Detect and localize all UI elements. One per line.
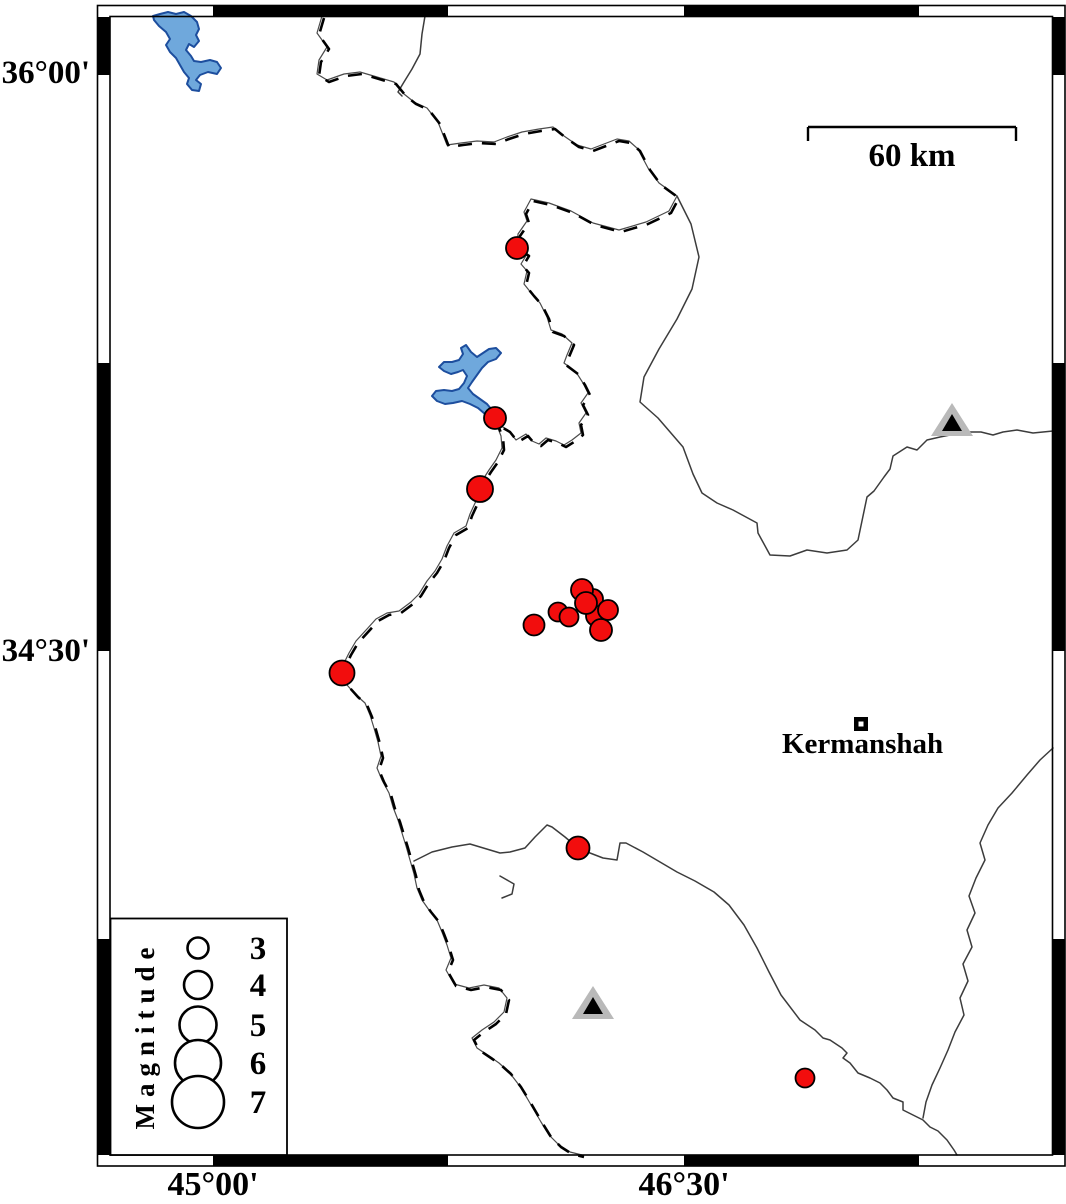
earthquake-marker — [558, 606, 580, 628]
frame-inner — [109, 15, 1054, 1156]
earthquake-marker — [483, 406, 507, 430]
scale-bar — [806, 125, 1018, 141]
legend-symbols: 34 567 — [170, 931, 267, 1130]
frame-segment — [1053, 17, 1065, 75]
earthquake-marker — [794, 1067, 816, 1089]
lon-label-45-00: 45°00' — [167, 1166, 259, 1203]
city-label: Kermanshah — [782, 728, 944, 760]
earthquake-epicenters — [328, 236, 816, 1089]
earthquake-marker — [565, 835, 591, 861]
legend-circle-mag-4 — [182, 969, 214, 1001]
legend-circle-mag-7 — [170, 1074, 226, 1130]
legend-magnitude-label: 6 — [250, 1046, 267, 1082]
earthquake-marker — [597, 599, 619, 621]
legend-circle-mag-3 — [186, 936, 210, 960]
map-frame — [96, 4, 1066, 1167]
river-south-hook — [499, 875, 515, 899]
scale-bar-line — [806, 125, 1018, 141]
river-southeast — [922, 747, 1054, 1119]
river-south — [413, 824, 958, 1156]
legend-magnitude-label: 3 — [250, 931, 267, 967]
magnitude-legend: 34 567 — [109, 917, 288, 1156]
border-line-solid — [316, 15, 678, 1156]
lat-label-34-30: 34°30' — [1, 633, 90, 669]
legend-magnitude-label: 5 — [250, 1008, 267, 1044]
city-marker — [854, 717, 868, 731]
earthquake-marker — [505, 236, 529, 260]
seismic-stations — [572, 403, 973, 1019]
lake-northwest — [152, 11, 222, 92]
frame-outer — [96, 4, 1066, 1167]
frame-segment — [98, 363, 110, 651]
earthquake-marker — [328, 659, 356, 687]
frame-segment — [684, 1155, 919, 1166]
earthquake-marker — [589, 618, 613, 642]
frame-segment — [213, 1155, 448, 1166]
city-square-inner — [858, 721, 864, 727]
earthquake-marker — [574, 591, 598, 615]
river-top — [397, 15, 426, 97]
earthquake-marker — [522, 613, 546, 637]
lon-label-46-30: 46°30' — [638, 1166, 730, 1203]
legend-magnitude-label: 7 — [250, 1085, 267, 1121]
station-triangle-inner — [942, 414, 962, 431]
legend-magnitude-label: 4 — [250, 968, 267, 1004]
frame-segment — [98, 939, 110, 1155]
scale-bar-label: 60 km — [868, 138, 956, 174]
lakes — [152, 11, 502, 420]
earthquake-marker — [466, 475, 494, 503]
lake-middle — [431, 344, 502, 420]
legend-circle-mag-5 — [178, 1005, 218, 1045]
frame-segment — [1053, 939, 1065, 1155]
frame-segment — [684, 6, 919, 17]
frame-segment — [213, 6, 448, 17]
river-east — [639, 195, 1054, 557]
legend-title: Magnitude — [130, 940, 160, 1130]
frame-segment — [98, 17, 110, 75]
rivers — [397, 15, 1054, 1156]
border-line-dashed — [317, 17, 681, 1159]
international-border — [316, 15, 681, 1159]
lat-label-36-00: 36°00' — [1, 55, 90, 91]
station-triangle-inner — [583, 997, 603, 1014]
frame-segment — [1053, 363, 1065, 651]
